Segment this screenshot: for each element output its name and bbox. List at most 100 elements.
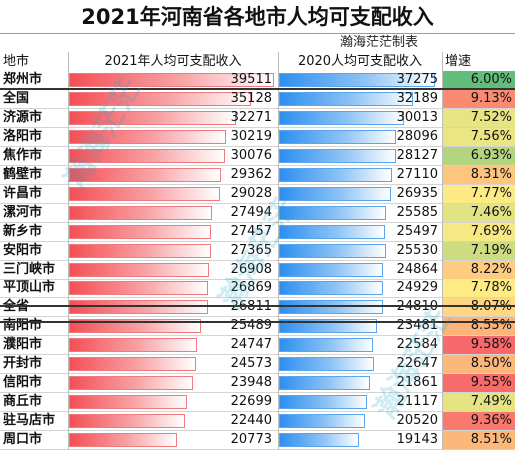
row-divider [0,126,515,128]
growth-rate: 6.00% [442,71,515,89]
table-row: 济源市 32271 30013 7.52% [0,108,515,128]
row-divider [0,297,515,299]
city-name: 平顶山市 [3,280,56,296]
row-divider [0,354,515,356]
table-row: 鹤壁市 29362 27110 8.31% [0,165,515,185]
city-name: 新乡市 [3,223,43,239]
row-divider [0,240,515,242]
bar-2021 [69,205,212,220]
bar-2021 [69,262,209,277]
row-divider [0,335,515,337]
growth-rate: 7.56% [442,127,515,146]
city-name: 鹤壁市 [3,166,43,182]
city-name: 开封市 [3,356,43,372]
growth-rate: 7.46% [442,203,515,222]
bar-2020 [279,205,386,220]
growth-rate: 9.13% [442,89,515,108]
value-2020: 20520 [396,413,438,429]
bar-2020 [279,357,374,372]
bar-2021 [69,110,237,125]
growth-rate: 7.69% [442,222,515,241]
bar-2021 [69,167,222,182]
value-2020: 22647 [396,356,438,372]
table-row: 郑州市 39511 37275 6.00% [0,71,515,90]
table-row: 信阳市 23948 21861 9.55% [0,374,515,394]
row-divider [0,278,515,280]
value-2020: 24929 [396,280,438,296]
table-row: 全省 26811 248108.07% [0,298,515,318]
value-2021: 22699 [230,394,272,410]
value-2021: 27494 [230,204,272,220]
value-2021: 26908 [230,261,272,277]
value-2020: 37275 [396,72,438,87]
city-name: 安阳市 [3,242,43,258]
bar-2020 [279,376,371,391]
growth-rate: 9.36% [442,412,515,431]
row-divider [0,221,515,223]
bar-2020 [279,262,383,277]
header-growth: 增速 [445,54,472,69]
growth-rate: 8.50% [442,355,515,374]
section-separator [0,305,515,307]
bar-2020 [279,186,392,201]
value-2020: 28127 [396,147,438,163]
city-name: 驻马店市 [3,413,56,429]
value-2021: 20773 [230,432,272,448]
column-divider [278,52,279,450]
city-name: 三门峡市 [3,261,56,277]
value-2021: 30076 [230,147,272,163]
bar-2020 [279,73,435,87]
row-divider [0,145,515,147]
growth-rate: 8.22% [442,260,515,279]
value-2020: 21117 [396,394,438,410]
table-row: 三门峡市 26908 24864 8.22% [0,260,515,280]
bar-2020 [279,167,393,182]
bar-2020 [279,300,383,315]
value-2020: 22584 [396,337,438,353]
value-2021: 30219 [230,128,272,144]
table-row: 全国 35128 32189 9.13% [0,89,515,109]
bar-2021 [69,395,187,410]
value-2021: 27365 [230,242,272,258]
row-divider [0,430,515,432]
column-divider [68,52,69,450]
growth-rate: 7.78% [442,279,515,298]
bar-2021 [69,433,177,448]
bar-2021 [69,243,211,258]
growth-rate: 7.77% [442,184,515,203]
value-2021: 23948 [230,375,272,391]
value-2020: 28096 [396,128,438,144]
bar-2021 [69,281,209,296]
row-divider [0,411,515,413]
city-name: 漯河市 [3,204,43,220]
bar-2020 [279,338,374,353]
table-row: 许昌市 29028 26935 7.77% [0,184,515,204]
bar-2021 [69,129,226,144]
table-row: 漯河市 27494 25585 7.46% [0,203,515,223]
growth-rate: 7.49% [442,393,515,412]
row-divider [0,373,515,375]
section-separator [0,321,515,323]
bar-2021 [69,357,197,372]
growth-rate: 7.19% [442,241,515,260]
value-2021: 29028 [230,185,272,201]
value-2021: 22440 [230,413,272,429]
table-row: 商丘市 22699 21117 7.49% [0,393,515,413]
table-row: 平顶山市 26869 24929 7.78% [0,279,515,299]
row-divider [0,202,515,204]
bar-2020 [279,110,405,125]
value-2020: 25585 [396,204,438,220]
header-city: 地市 [3,54,30,69]
value-2020: 27110 [396,166,438,182]
growth-rate: 9.55% [442,374,515,393]
value-2021: 24573 [230,356,272,372]
column-divider [442,52,443,450]
table-row: 濮阳市 24747 22584 9.58% [0,336,515,356]
table-row: 开封市 24573 22647 8.50% [0,355,515,375]
bar-2021 [69,148,226,163]
header-income-2020: 2020人均可支配收入 [297,54,423,69]
value-2020: 30013 [396,109,438,125]
section-separator [0,88,515,90]
growth-rate: 8.07% [442,298,515,317]
